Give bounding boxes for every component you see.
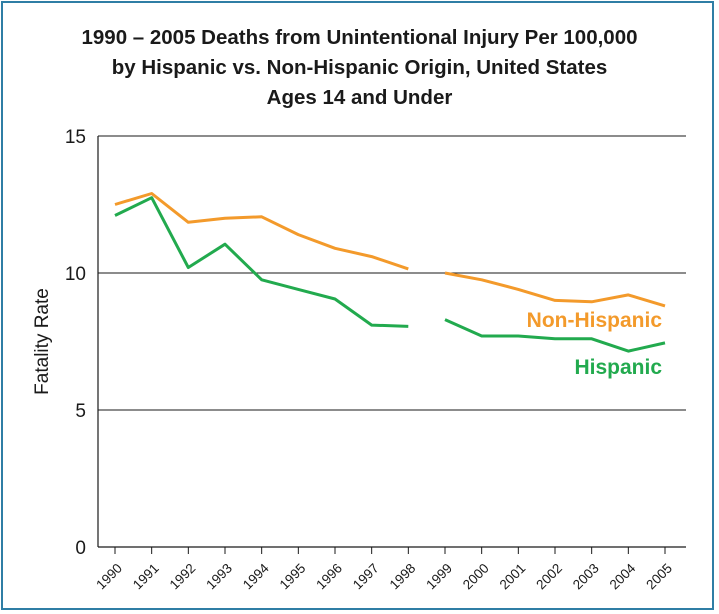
x-tick-label-2004: 2004 [607, 560, 639, 592]
chart-title-line-2: by Hispanic vs. Non-Hispanic Origin, Uni… [111, 56, 608, 79]
x-tick-label-1998: 1998 [387, 561, 419, 593]
x-tick-label-1999: 1999 [423, 561, 455, 593]
x-tick-label-2000: 2000 [460, 561, 492, 593]
y-tick-label-10: 10 [65, 264, 86, 285]
x-tick-label-2001: 2001 [497, 561, 529, 593]
chart-title-line-1: 1990 – 2005 Deaths from Unintentional In… [81, 26, 638, 49]
y-tick-label-5: 5 [75, 401, 86, 422]
x-tick-label-1991: 1991 [130, 561, 162, 593]
series-line-non-hispanic-segment-1 [114, 192, 409, 271]
series-line-non-hispanic-segment-2 [444, 271, 666, 308]
x-tick-label-1996: 1996 [313, 561, 345, 593]
series-line-hispanic-segment-2 [444, 318, 666, 353]
y-tick-label-15: 15 [65, 127, 86, 148]
x-tick-label-2005: 2005 [643, 561, 675, 593]
x-tick-label-2003: 2003 [570, 561, 602, 593]
x-tick-label-1992: 1992 [167, 561, 199, 593]
series-line-hispanic-segment-1 [114, 196, 409, 328]
x-tick-label-1995: 1995 [277, 561, 309, 593]
x-tick-label-2002: 2002 [533, 561, 565, 593]
x-tick-label-1997: 1997 [350, 561, 382, 593]
x-tick-label-1994: 1994 [240, 560, 272, 592]
chart-title-line-3: Ages 14 and Under [266, 86, 453, 109]
y-axis-title: Fatality Rate [32, 288, 53, 395]
series-label-hispanic: Hispanic [574, 356, 662, 379]
series-label-non-hispanic: Non-Hispanic [527, 309, 663, 332]
x-tick-label-1990: 1990 [93, 561, 125, 593]
y-tick-label-0: 0 [75, 538, 86, 559]
x-tick-label-1993: 1993 [203, 561, 235, 593]
